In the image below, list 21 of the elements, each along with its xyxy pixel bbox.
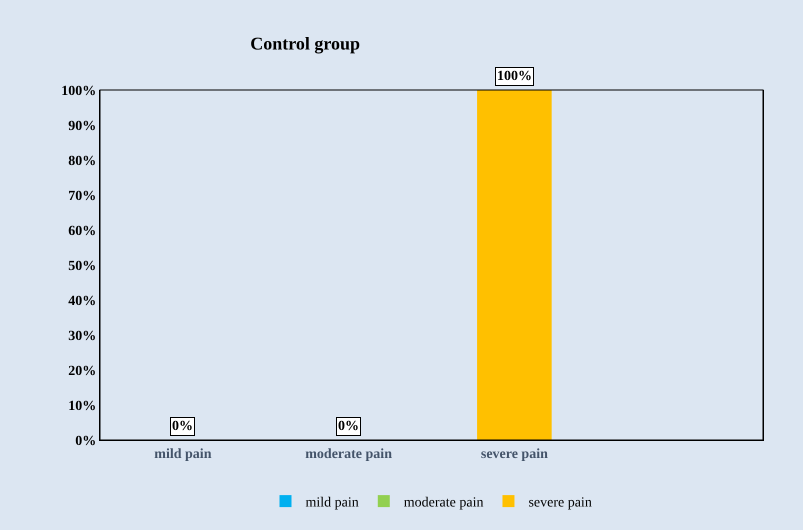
chart-title: Control group <box>250 34 360 54</box>
y-tick-label: 50% <box>68 258 96 274</box>
data-label: 0% <box>172 419 193 434</box>
x-tick-label: mild pain <box>154 446 212 462</box>
data-label: 100% <box>497 69 532 84</box>
y-tick-label: 20% <box>68 364 96 379</box>
y-tick-label: 70% <box>68 188 96 204</box>
y-tick-label: 0% <box>75 434 96 449</box>
legend-label: severe pain <box>528 496 592 511</box>
y-tick-label: 10% <box>68 398 96 414</box>
y-tick-label: 30% <box>68 328 96 344</box>
y-tick-label: 100% <box>61 84 96 99</box>
legend-label: mild pain <box>306 496 359 511</box>
y-tick-label: 90% <box>68 118 96 134</box>
x-tick-label: moderate pain <box>305 446 392 462</box>
y-tick-label: 80% <box>68 154 96 169</box>
y-tick-label: 60% <box>68 224 96 239</box>
data-label: 0% <box>338 419 359 434</box>
y-tick-label: 40% <box>68 294 96 309</box>
x-tick-label: severe pain <box>480 446 548 462</box>
legend-label: moderate pain <box>404 496 484 511</box>
